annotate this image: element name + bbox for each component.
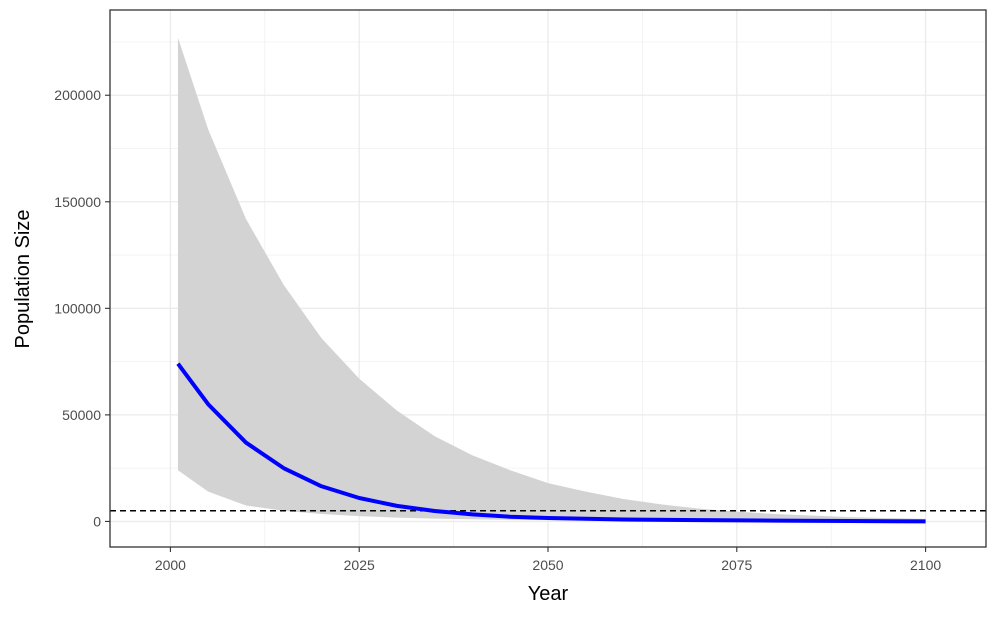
y-tick-label: 200000 — [54, 87, 101, 103]
confidence-band — [177, 37, 926, 522]
y-tick-label: 100000 — [54, 300, 101, 316]
x-axis-title: Year — [528, 583, 569, 605]
x-tick-label: 2050 — [532, 557, 563, 573]
y-tick-label: 150000 — [54, 194, 101, 210]
x-tick-label: 2100 — [910, 557, 941, 573]
x-axis: 2000 2025 2050 2075 2100 — [155, 547, 941, 573]
y-axis-title: Population Size — [12, 210, 34, 349]
x-tick-label: 2025 — [344, 557, 375, 573]
y-tick-label: 0 — [93, 513, 101, 529]
confidence-band-layer — [177, 37, 926, 522]
y-tick-label: 50000 — [62, 407, 101, 423]
x-tick-label: 2000 — [155, 557, 186, 573]
series-line — [176, 362, 926, 524]
series-layer — [176, 362, 926, 524]
x-tick-label: 2075 — [721, 557, 752, 573]
y-axis: 0 50000 100000 150000 200000 — [54, 87, 110, 529]
